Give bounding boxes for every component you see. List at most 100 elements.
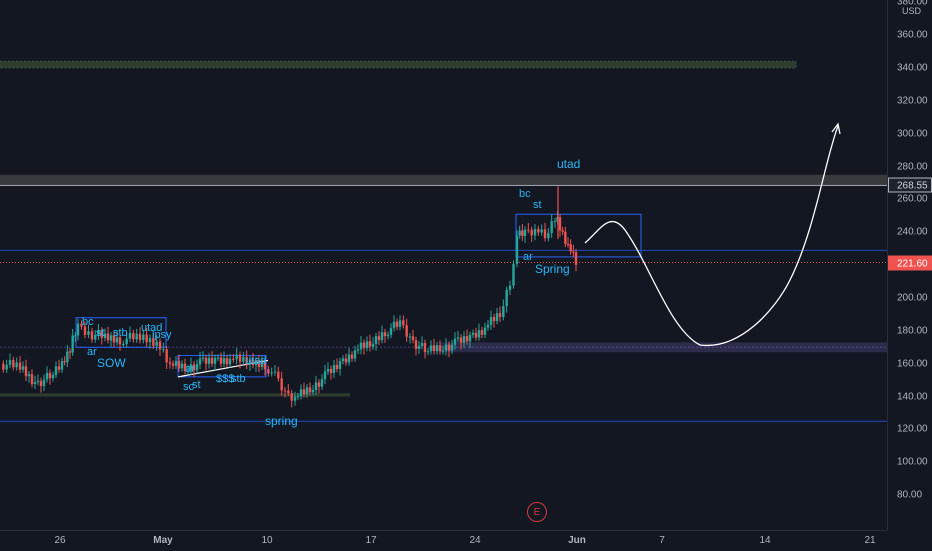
candle-body	[558, 217, 562, 231]
annotation-label: $$$	[216, 373, 234, 385]
candle-body	[468, 334, 472, 342]
candle-body	[515, 235, 519, 264]
candle-body	[145, 334, 148, 343]
candle-body	[341, 358, 345, 362]
candle-body	[128, 332, 132, 339]
candle-body	[12, 360, 15, 368]
candle-body	[165, 349, 168, 363]
annotation-label: st	[533, 199, 542, 211]
candle-body	[414, 340, 418, 349]
candle-body	[273, 371, 277, 373]
candle-body	[477, 330, 481, 338]
candle-body	[254, 360, 258, 366]
earnings-event-marker[interactable]: E	[527, 502, 547, 522]
candle-body	[260, 362, 264, 368]
candle-body	[42, 379, 46, 387]
annotation-label: lpsy	[152, 329, 172, 341]
candle-body	[537, 228, 540, 233]
candle-body	[474, 332, 478, 338]
candle-body	[216, 357, 220, 359]
candle-body	[106, 333, 110, 341]
candle-body	[533, 228, 537, 236]
annotation-label: stb	[231, 373, 246, 385]
support-zone-140	[0, 393, 350, 397]
candle-body	[527, 229, 530, 231]
annotation-label: st	[96, 327, 105, 339]
candle-body	[293, 396, 297, 401]
candle-body	[186, 370, 190, 372]
candle-body	[426, 351, 430, 353]
price-tick-label: 120.00	[897, 423, 928, 435]
candle-body	[257, 360, 261, 368]
candle-body	[459, 337, 463, 343]
candle-body	[162, 349, 165, 351]
candle-body	[76, 323, 80, 336]
time-tick-label: 24	[469, 535, 481, 546]
candle-body	[402, 320, 405, 326]
candle-body	[392, 321, 396, 329]
time-tick-label: 17	[365, 535, 377, 546]
candle-body	[39, 380, 43, 387]
range-box-1	[75, 317, 167, 348]
annotation-label: ar	[523, 251, 533, 263]
annotation-label: ar	[185, 363, 195, 375]
candle-body	[174, 361, 178, 366]
candle-body	[45, 372, 49, 380]
candle-body	[71, 335, 74, 353]
candle-body	[238, 354, 242, 362]
candle-body	[465, 336, 469, 342]
candle-body	[572, 251, 575, 253]
time-tick-label: 21	[864, 535, 876, 546]
candle-body	[2, 363, 5, 370]
candle-body	[168, 362, 172, 364]
candle-body	[204, 357, 208, 364]
candle-body	[371, 344, 375, 347]
candle-body	[335, 365, 339, 369]
candle-body	[270, 372, 273, 374]
candle-body	[207, 357, 211, 364]
candle-body	[368, 341, 372, 347]
time-axis[interactable]: 26 May 10 17 24 Jun 7 14 21	[0, 530, 887, 551]
candle-body	[242, 357, 245, 362]
candle-body	[395, 321, 399, 327]
candle-body	[48, 372, 52, 379]
time-tick-label: Jun	[568, 535, 586, 546]
candle-body	[155, 341, 158, 346]
time-tick-label: May	[153, 535, 173, 546]
candle-body	[125, 338, 128, 345]
candle-body	[356, 349, 360, 351]
candle-body	[189, 364, 193, 371]
candle-body	[302, 389, 306, 395]
candle-body	[317, 382, 321, 387]
candle-body	[566, 243, 570, 245]
candle-body	[429, 345, 433, 352]
price-tick-label: 260.00	[897, 193, 928, 205]
candle-body	[109, 335, 113, 341]
candle-body	[80, 323, 83, 327]
candle-body	[118, 337, 122, 345]
annotation-label: spring	[265, 414, 298, 428]
candle-body	[228, 358, 232, 365]
candle-body	[350, 354, 354, 359]
candle-body	[138, 333, 142, 341]
candle-body	[498, 313, 502, 318]
candle-body	[480, 330, 484, 335]
candle-body	[51, 374, 55, 379]
candle-body	[277, 371, 280, 379]
candle-body	[564, 231, 567, 244]
candle-body	[508, 285, 512, 290]
candle-body	[543, 229, 547, 239]
candle-body	[432, 345, 436, 352]
candle-body	[152, 338, 155, 346]
candle-body	[90, 331, 94, 340]
candle-body	[550, 221, 553, 233]
candle-body	[347, 354, 351, 363]
price-tick-label: 180.00	[897, 325, 928, 337]
time-tick-label: 10	[261, 535, 273, 546]
price-tick-label: 360.00	[897, 29, 928, 41]
candle-body	[408, 336, 412, 338]
candle-body	[398, 320, 402, 327]
candle-body	[441, 350, 445, 352]
